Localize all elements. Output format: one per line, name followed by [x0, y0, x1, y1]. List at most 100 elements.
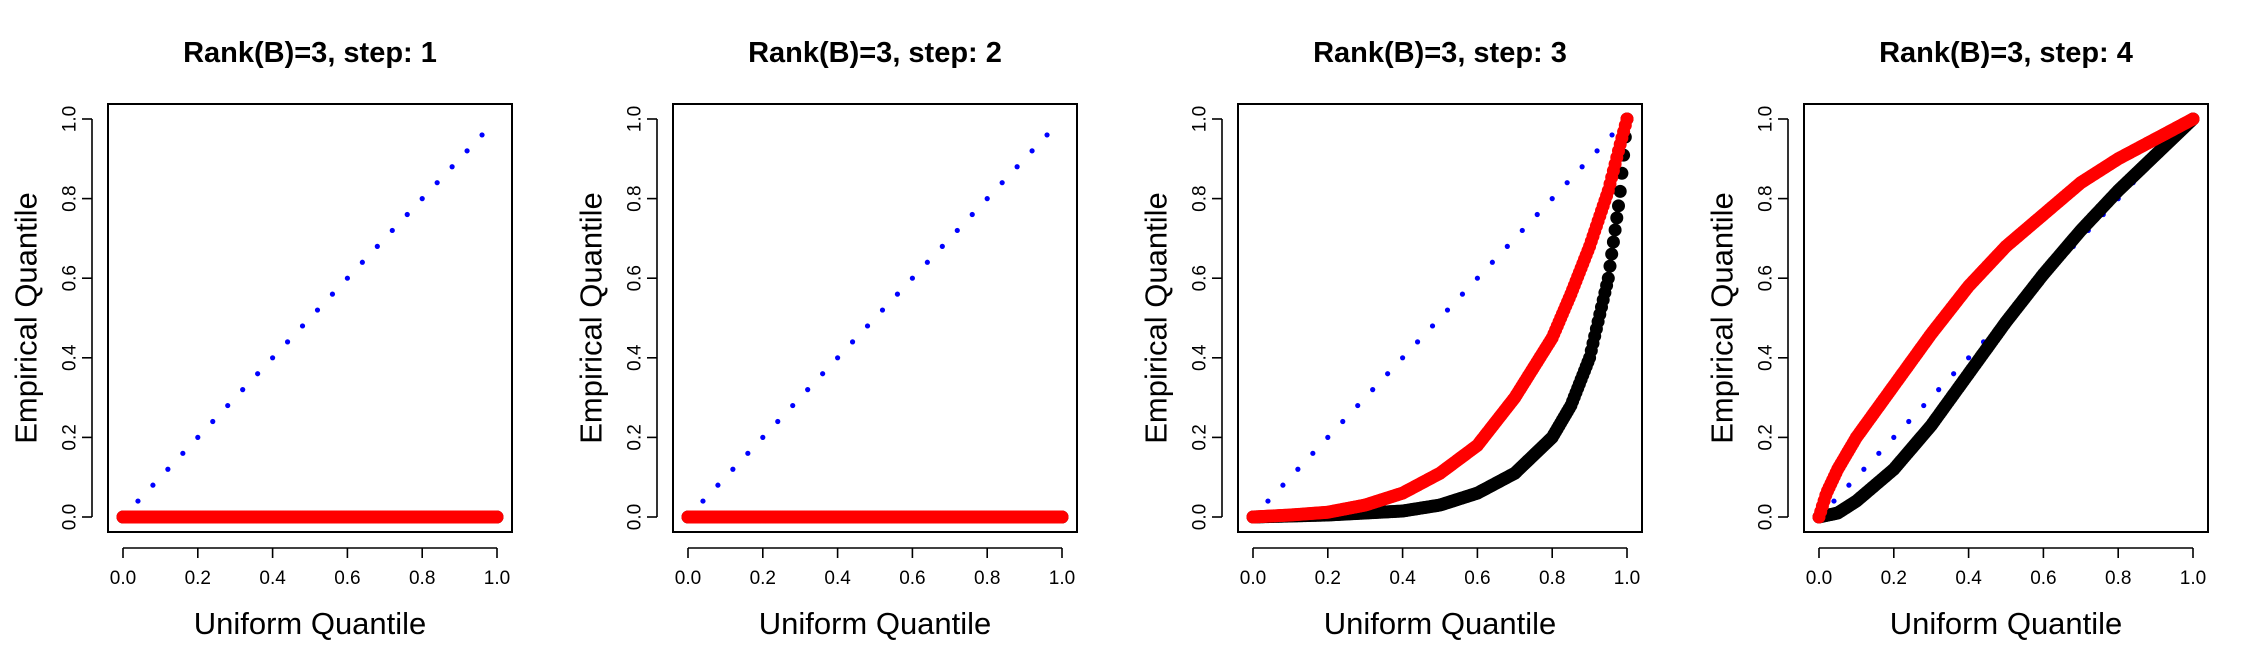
data-point	[1620, 112, 1634, 126]
reference-dot	[1385, 371, 1391, 377]
y-tick-label: 0.0	[1756, 504, 1777, 530]
data-point	[1613, 184, 1627, 198]
y-tick-label: 0.4	[60, 344, 81, 371]
y-tick-label: 1.0	[60, 106, 81, 132]
y-tick-label: 0.8	[60, 185, 81, 211]
qq-panel-1: Rank(B)=3, step: 1 0.0 0.2 0.4 0.6 0.8 1.0 0.0 0…	[9, 37, 513, 641]
y-tick-label: 0.0	[60, 504, 81, 530]
reference-dot	[969, 211, 975, 218]
reference-dot	[1921, 402, 1927, 409]
data-point	[1610, 211, 1624, 225]
reference-dot	[849, 339, 856, 345]
y-tick-label: 0.8	[1190, 185, 1211, 211]
reference-dot	[1951, 371, 1957, 377]
reference-dot	[1891, 434, 1897, 440]
data-point	[2186, 112, 2200, 126]
plot-frame	[1237, 103, 1643, 533]
reference-dot	[389, 227, 395, 234]
reference-dot	[1549, 196, 1555, 202]
reference-dot	[984, 196, 990, 202]
reference-dot	[1280, 482, 1286, 488]
reference-dot	[240, 387, 246, 393]
y-tick-label: 0.2	[1756, 424, 1777, 450]
data-point	[1603, 259, 1617, 273]
series-1	[1246, 112, 1634, 524]
y-tick-label: 0.6	[1756, 265, 1777, 291]
y-tick-label: 0.4	[1190, 344, 1211, 371]
data-point	[1605, 247, 1619, 261]
reference-dot	[344, 275, 350, 281]
reference-dot	[954, 227, 960, 234]
y-tick-label: 0.2	[60, 424, 81, 450]
reference-dot	[434, 180, 440, 186]
y-tick-label: 1.0	[1756, 106, 1777, 132]
reference-dot	[1429, 323, 1436, 329]
y-tick-label: 0.4	[1756, 344, 1777, 371]
reference-dot	[939, 243, 945, 249]
reference-dot	[1906, 418, 1912, 425]
panel-title: Rank(B)=3, step: 3	[1313, 37, 1567, 69]
reference-dot	[1044, 132, 1050, 138]
y-tick-label: 0.8	[625, 185, 646, 211]
reference-dot	[314, 307, 321, 313]
x-tick-label: 0.8	[409, 568, 435, 589]
reference-dot	[1594, 148, 1600, 154]
reference-dot	[1014, 164, 1020, 170]
y-tick-label: 0.6	[1190, 265, 1211, 291]
y-axis-label: Empirical Quantile	[1139, 192, 1174, 444]
reference-dot	[180, 450, 186, 456]
panel-title: Rank(B)=3, step: 4	[1879, 37, 2133, 69]
reference-dot	[1295, 466, 1301, 472]
panel-title: Rank(B)=3, step: 2	[748, 37, 1002, 69]
data-point	[1608, 223, 1622, 237]
reference-dot	[270, 355, 276, 361]
x-tick-label: 0.4	[1955, 568, 1982, 589]
reference-dot	[419, 196, 425, 202]
y-tick-label: 0.2	[1190, 424, 1211, 450]
series-1	[1812, 112, 2200, 524]
reference-dot	[1861, 466, 1867, 472]
reference-dot	[909, 275, 916, 281]
reference-dot	[1310, 450, 1316, 456]
data-point	[1612, 199, 1625, 213]
reference-dot	[1444, 307, 1451, 313]
reference-dot	[1936, 387, 1942, 393]
series-2	[681, 510, 1069, 524]
reference-dot	[1400, 355, 1406, 361]
reference-dot	[135, 498, 141, 504]
series-0	[135, 132, 485, 504]
qq-panel-3: Rank(B)=3, step: 3 0.0 0.2 0.4 0.6 0.8 1.0 0.0 0…	[1139, 37, 1643, 641]
reference-dot	[329, 291, 336, 297]
reference-dot	[775, 418, 781, 425]
y-tick-label: 1.0	[625, 106, 646, 132]
reference-dot	[1846, 482, 1852, 488]
x-tick-label: 0.4	[824, 568, 851, 589]
x-tick-label: 0.6	[334, 568, 360, 589]
reference-dot	[1029, 148, 1035, 154]
x-tick-label: 0.8	[1539, 568, 1565, 589]
reference-dot	[745, 450, 751, 456]
reference-dot	[284, 339, 291, 345]
x-tick-label: 0.8	[2105, 568, 2131, 589]
series-0	[1265, 132, 1615, 504]
reference-dot	[700, 498, 706, 504]
reference-dot	[1325, 434, 1331, 440]
reference-dot	[805, 387, 811, 393]
reference-dot	[150, 482, 156, 488]
data-point	[1606, 235, 1620, 249]
reference-dot	[195, 434, 201, 440]
reference-dot	[210, 418, 216, 425]
reference-dot	[1534, 211, 1540, 218]
reference-dot	[1489, 259, 1495, 265]
x-tick-label: 0.0	[1240, 568, 1266, 589]
reference-dot	[1459, 291, 1466, 297]
x-tick-label: 0.8	[974, 568, 1000, 589]
series-2	[1812, 112, 2200, 524]
reference-dot	[879, 307, 886, 313]
reference-dot	[835, 355, 841, 361]
reference-dot	[730, 466, 736, 472]
plot-frame	[1803, 103, 2209, 533]
reference-dot	[1474, 275, 1480, 281]
x-tick-label: 0.2	[1881, 568, 1907, 589]
